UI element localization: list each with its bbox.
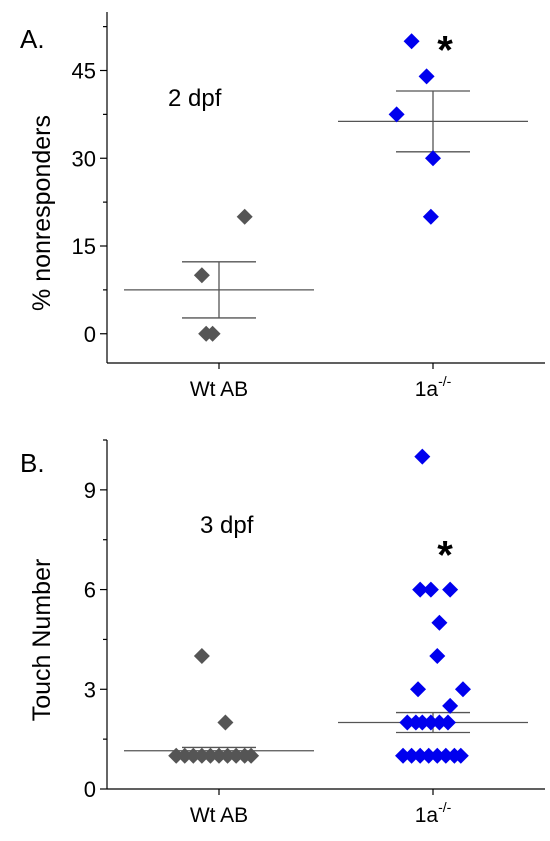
panel-a: A. 2 dpf % nonresponders 0 15 30 45 Wt AB 1a…	[20, 12, 545, 401]
panel-a-data-point	[418, 68, 435, 85]
panel-b-category-labels: Wt AB 1a-/-	[190, 799, 452, 827]
panel-b-category-label: 1a-/-	[415, 799, 452, 827]
panel-a-y-tick-label: 0	[84, 322, 96, 347]
panel-a-data-point	[388, 106, 405, 123]
panel-b-condition-label: 3 dpf	[200, 512, 254, 539]
panel-b-data-point	[437, 747, 454, 764]
panel-a-data-point	[403, 33, 420, 50]
panel-b-y-tick-label: 9	[84, 478, 96, 503]
panel-b-data-point	[185, 747, 202, 764]
panel-b-data-point	[431, 614, 448, 631]
panel-a-category-label: Wt AB	[190, 378, 248, 401]
panel-b-significance-marker: *	[437, 533, 453, 577]
panel-a-error-bars	[124, 90, 528, 319]
panel-a-data-point	[422, 208, 439, 225]
panel-a-y-axis-label: % nonresponders	[28, 115, 56, 311]
panel-b-data-point	[412, 581, 429, 598]
panel-b-data-point	[193, 747, 210, 764]
panel-a-category-label: 1a-/-	[415, 373, 452, 401]
panel-a-category-labels: Wt AB 1a-/-	[190, 373, 452, 401]
panel-a-y-tick-label: 30	[72, 146, 96, 171]
panel-a-data-point	[425, 150, 441, 167]
panel-b-data-point	[228, 747, 245, 764]
panel-b-data-point	[202, 747, 219, 764]
panel-b-label: B.	[20, 448, 45, 478]
panel-b-data-point	[219, 747, 236, 764]
panel-a-data-point	[193, 267, 210, 284]
panel-b-data-point	[176, 747, 193, 764]
panel-b-data-point	[168, 747, 185, 764]
panel-a-points	[193, 33, 441, 342]
panel-b-data-point	[452, 747, 469, 764]
panel-b-data-point	[414, 714, 431, 731]
panel-b-data-point	[429, 648, 446, 665]
panel-a-axes: 0 15 30 45	[72, 12, 545, 369]
panel-a-y-tick-label: 15	[72, 234, 96, 259]
panel-b-error-bars	[124, 711, 528, 755]
panel-b-data-point	[454, 681, 471, 698]
panel-a-data-point	[204, 325, 221, 342]
panel-b-data-point	[422, 714, 439, 731]
panel-b-data-point	[410, 681, 427, 698]
panel-b-data-point	[395, 747, 412, 764]
panel-b-axes: 0 3 6 9	[84, 439, 545, 802]
panel-b-y-tick-label: 3	[84, 677, 96, 702]
panel-b: B. 3 dpf Touch Number 0 3 6 9 Wt AB 1a-/- *	[20, 439, 545, 827]
panel-b-data-point	[429, 747, 446, 764]
panel-b-data-point	[399, 714, 416, 731]
panel-b-category-label: Wt AB	[190, 804, 248, 827]
panel-b-data-point	[414, 448, 431, 465]
panel-b-data-point	[412, 747, 429, 764]
panel-b-data-point	[442, 697, 459, 714]
panel-b-data-point	[439, 714, 456, 731]
panel-a-y-tick-label: 45	[72, 59, 96, 84]
panel-b-y-tick-label: 0	[84, 777, 96, 802]
panel-b-data-point	[422, 581, 439, 598]
panel-b-data-point	[243, 747, 260, 764]
panel-b-points	[168, 448, 471, 764]
panel-a-significance-marker: *	[437, 28, 453, 72]
panel-a-data-point	[236, 208, 253, 225]
panel-a-label: A.	[20, 24, 45, 54]
panel-b-data-point	[442, 581, 459, 598]
panel-b-y-axis-label: Touch Number	[28, 559, 56, 722]
panel-b-data-point	[403, 747, 420, 764]
panel-b-y-tick-label: 6	[84, 578, 96, 603]
panel-b-data-point	[431, 714, 448, 731]
panel-b-data-point	[193, 648, 210, 665]
panel-b-data-point	[420, 747, 437, 764]
panel-a-condition-label: 2 dpf	[168, 85, 222, 112]
panel-b-data-point	[211, 747, 227, 764]
panel-b-data-point	[217, 714, 234, 731]
